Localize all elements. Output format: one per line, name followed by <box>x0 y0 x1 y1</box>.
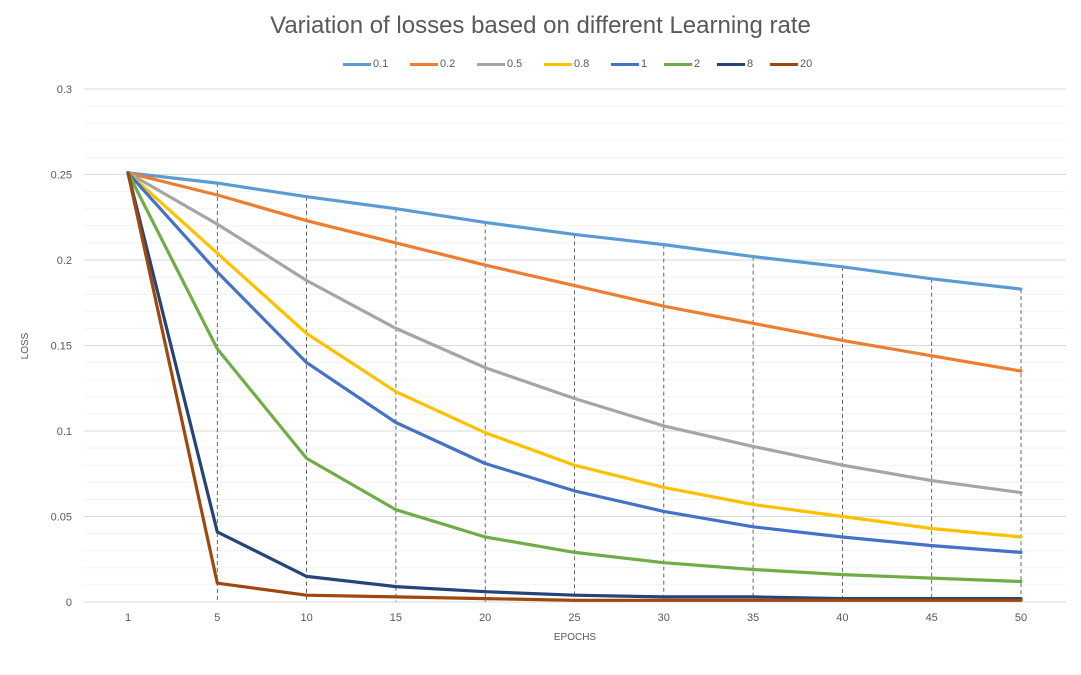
legend-item-0-5: 0.5 <box>477 56 522 72</box>
x-tick-label: 35 <box>747 612 759 624</box>
y-tick-label: 0.1 <box>57 426 72 438</box>
legend-item-0-1: 0.1 <box>343 56 388 72</box>
x-tick-label: 1 <box>125 612 131 624</box>
x-tick-label: 20 <box>479 612 491 624</box>
legend-swatch <box>410 62 438 66</box>
y-tick-label: 0.2 <box>57 255 72 267</box>
series-line-8 <box>126 171 1023 601</box>
series-line-0-8 <box>126 171 1023 539</box>
legend-item-2: 2 <box>664 56 700 72</box>
y-tick-label: 0.15 <box>51 341 72 353</box>
series-line-2 <box>126 171 1023 584</box>
y-axis-label: LOSS <box>20 332 31 359</box>
legend-label: 0.2 <box>440 58 456 70</box>
y-tick-label: 0.3 <box>57 84 72 96</box>
series-line-20 <box>126 171 1023 602</box>
x-tick-label: 50 <box>1015 612 1027 624</box>
x-tick-label: 45 <box>926 612 938 624</box>
legend-swatch <box>664 62 692 66</box>
legend-item-20: 20 <box>770 56 812 72</box>
series-line-0-2 <box>126 171 1023 373</box>
legend: 0.1 0.2 0.5 0.8 1 2 8 20 <box>0 56 1081 72</box>
x-tick-label: 10 <box>300 612 312 624</box>
legend-label: 20 <box>800 58 813 70</box>
y-tick-label: 0.25 <box>51 170 72 182</box>
legend-swatch <box>770 62 798 66</box>
y-tick-label: 0 <box>66 597 72 609</box>
legend-label: 2 <box>694 58 701 70</box>
drop-lines <box>216 183 1022 602</box>
legend-swatch <box>611 62 639 66</box>
legend-label: 0.8 <box>574 58 590 70</box>
gridlines <box>84 88 1066 603</box>
series-group <box>126 171 1023 602</box>
x-tick-label: 25 <box>568 612 580 624</box>
x-tick-label: 30 <box>658 612 670 624</box>
chart-title: Variation of losses based on different L… <box>270 12 811 39</box>
legend-item-1: 1 <box>611 56 647 72</box>
legend-label: 0.5 <box>507 58 523 70</box>
x-tick-label: 15 <box>390 612 402 624</box>
series-line-1 <box>126 171 1023 555</box>
x-tick-label: 40 <box>836 612 848 624</box>
legend-label: 1 <box>641 58 648 70</box>
x-axis-label: EPOCHS <box>554 632 597 643</box>
legend-label: 8 <box>747 58 754 70</box>
x-tick-label: 5 <box>214 612 220 624</box>
legend-swatch <box>717 62 745 66</box>
legend-swatch <box>477 62 505 66</box>
legend-label: 0.1 <box>373 58 389 70</box>
y-tick-label: 0.05 <box>51 512 72 524</box>
legend-swatch <box>343 62 371 66</box>
legend-item-8: 8 <box>717 56 753 72</box>
legend-item-0-2: 0.2 <box>410 56 455 72</box>
legend-item-0-8: 0.8 <box>544 56 589 72</box>
legend-swatch <box>544 62 572 66</box>
series-line-0-1 <box>126 171 1023 291</box>
series-line-0-5 <box>126 171 1023 495</box>
